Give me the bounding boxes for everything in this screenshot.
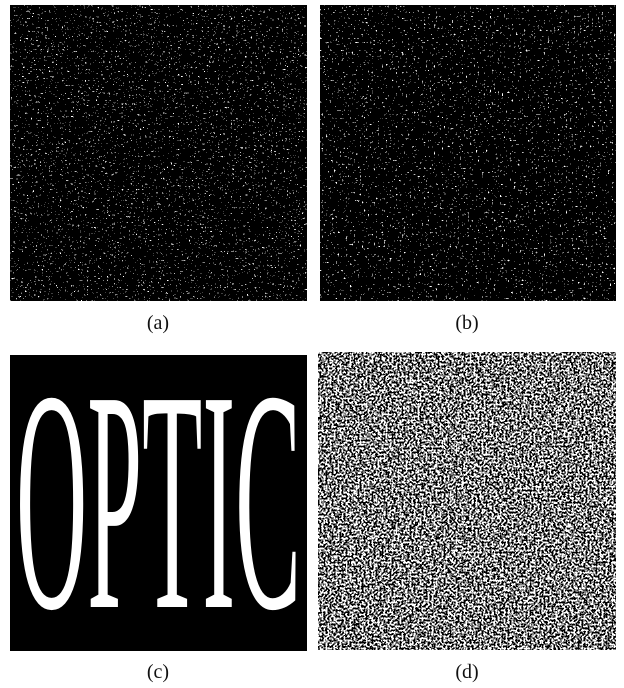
caption-d: (d) — [455, 661, 478, 683]
noise-image-d — [318, 352, 616, 650]
noise-image-a — [10, 5, 307, 301]
optic-text: OPTIC — [16, 326, 301, 676]
noise-image-b — [320, 5, 616, 301]
caption-c: (c) — [147, 661, 169, 683]
caption-b: (b) — [455, 312, 478, 334]
figure: (a) (b) OPTIC (c) (d) — [0, 0, 624, 688]
page: (a) (b) OPTIC (c) (d) (() => { const dat… — [0, 0, 624, 688]
